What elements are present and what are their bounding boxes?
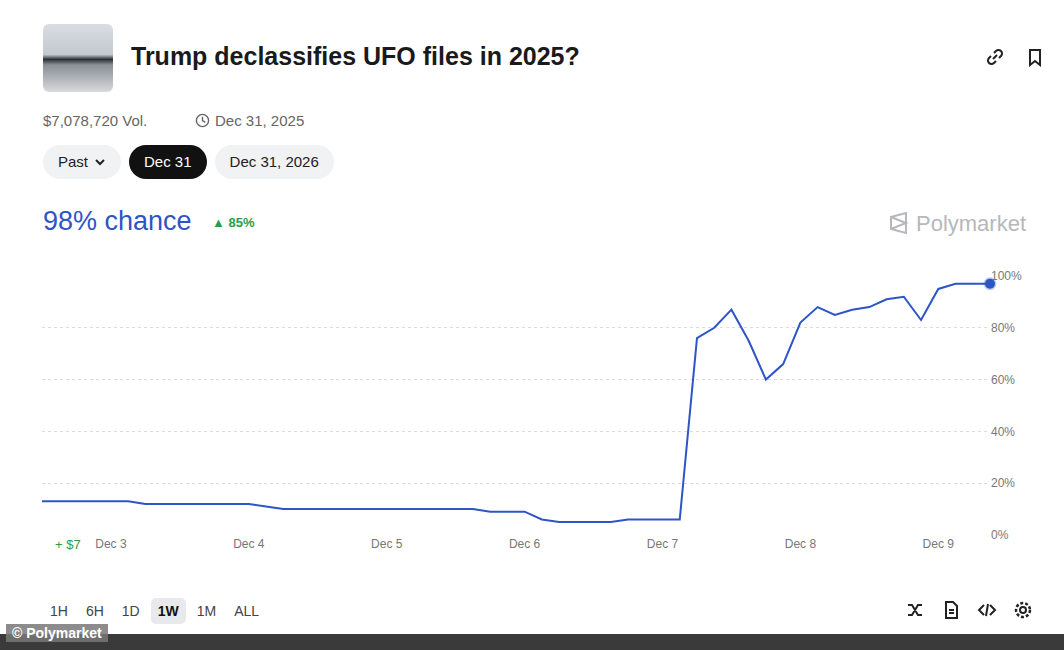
html-text:1M: 1M [196, 603, 217, 619]
svg-text:Dec 6: Dec 6 [509, 537, 541, 551]
html-text:98% chance: 98% chance [43, 206, 192, 236]
svg-text:Dec 7: Dec 7 [647, 537, 679, 551]
html-text:▲ 85%: ▲ 85% [212, 215, 255, 230]
svg-text:Dec 9: Dec 9 [923, 537, 955, 551]
html-text:Dec 31: Dec 31 [144, 153, 192, 170]
html-text:Trump declassifies UFO files i: Trump declassifies UFO files in 2025? [131, 42, 580, 70]
html-text:6H: 6H [85, 603, 104, 619]
svg-text:+ $7: + $7 [55, 537, 81, 552]
svg-text:Dec 4: Dec 4 [233, 537, 265, 551]
html-text:1D: 1D [121, 603, 140, 619]
svg-text:40%: 40% [991, 425, 1015, 439]
svg-text:Dec 8: Dec 8 [785, 537, 817, 551]
html-text:ALL: ALL [234, 603, 260, 619]
svg-text:0%: 0% [991, 528, 1009, 542]
html-text:Dec 31, 2026: Dec 31, 2026 [229, 153, 319, 170]
html-text:© Polymarket: © Polymarket [12, 625, 102, 641]
html-text:1W: 1W [157, 603, 179, 619]
svg-text:Dec 5: Dec 5 [371, 537, 403, 551]
svg-text:80%: 80% [991, 321, 1015, 335]
html-text:$7,078,720 Vol.: $7,078,720 Vol. [43, 112, 148, 129]
svg-text:60%: 60% [991, 373, 1015, 387]
svg-text:100%: 100% [991, 269, 1022, 283]
svg-text:20%: 20% [991, 476, 1015, 490]
html-text:Polymarket: Polymarket [916, 211, 1026, 236]
html-text:1H: 1H [50, 603, 68, 619]
svg-text:Dec 3: Dec 3 [95, 537, 127, 551]
html-text:Dec 31, 2025: Dec 31, 2025 [215, 112, 305, 129]
html-text:Past: Past [58, 153, 88, 170]
